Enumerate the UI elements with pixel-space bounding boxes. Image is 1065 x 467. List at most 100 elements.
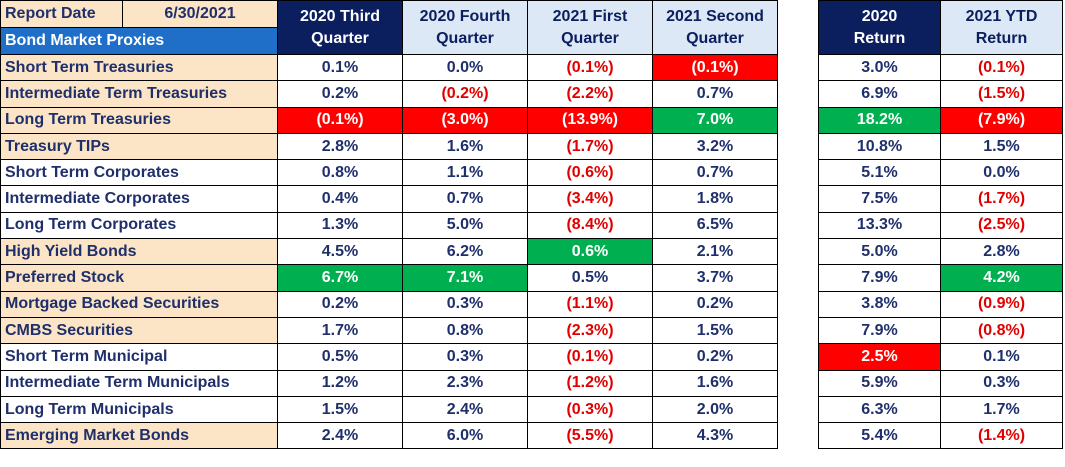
annual-return-cell: 5.0% (818, 238, 941, 266)
annual-return-cell: (1.7%) (940, 185, 1063, 213)
annual-return-cell: 6.3% (818, 395, 941, 424)
table-row: Intermediate Term Municipals 1.2% 2.3% (1.2… (0, 369, 778, 397)
quarter-value-cell: 4.5% (277, 238, 403, 266)
quarter-value-cell: (8.4%) (527, 211, 653, 240)
annual-return-cell: 7.5% (818, 185, 941, 213)
quarter-value-cell: 6.2% (402, 238, 528, 266)
quarter-value-cell: (1.2%) (527, 369, 653, 397)
quarter-value-cell: (0.6%) (527, 159, 653, 187)
annual-return-cell: 10.8% (818, 132, 941, 161)
table-row: 13.3% (2.5%) (818, 211, 1063, 240)
annual-return-cell: 0.1% (940, 343, 1063, 371)
annual-return-cell: 1.5% (940, 132, 1063, 161)
quarter-value-cell: 1.5% (277, 395, 403, 424)
quarter-value-cell: (0.1%) (652, 53, 778, 82)
quarter-value-cell: 1.1% (402, 159, 528, 187)
annual-return-cell: 3.8% (818, 290, 941, 318)
quarter-value-cell: 6.7% (277, 264, 403, 292)
annual-return-cell: (2.5%) (940, 211, 1063, 240)
quarter-value-cell: (0.1%) (527, 53, 653, 82)
quarter-value-cell: 2.3% (402, 369, 528, 397)
quarter-value-cell: 6.0% (402, 422, 528, 450)
quarter-value-cell: 0.3% (402, 343, 528, 371)
annual-return-cell: 2.8% (940, 238, 1063, 266)
report-date-value: 6/30/2021 (122, 0, 278, 28)
quarter-value-cell: 4.3% (652, 422, 778, 450)
quarter-value-cell: 0.2% (277, 290, 403, 318)
col-header-2020-return-line1: 2020 (818, 0, 941, 28)
annual-return-cell: 18.2% (818, 106, 941, 134)
table-row: 7.5% (1.7%) (818, 185, 1063, 213)
col-header-2020-return-line2: Return (818, 27, 941, 55)
table-row: 6.9% (1.5%) (818, 80, 1063, 108)
table-row: CMBS Securities 1.7% 0.8% (2.3%) 1.5% (0, 316, 778, 345)
annual-return-cell: 13.3% (818, 211, 941, 240)
table-row: 5.9% 0.3% (818, 369, 1063, 397)
table-row: Long Term Municipals 1.5% 2.4% (0.3%) 2.0% (0, 395, 778, 424)
table-row: Intermediate Term Treasuries 0.2% (0.2%) (2… (0, 80, 778, 108)
quarter-value-cell: 5.0% (402, 211, 528, 240)
quarter-value-cell: 0.2% (652, 343, 778, 371)
row-label: Emerging Market Bonds (0, 422, 278, 450)
col-header-q1-line1: 2020 Third (277, 0, 403, 28)
table-row: High Yield Bonds 4.5% 6.2% 0.6% 2.1% (0, 238, 778, 266)
quarter-value-cell: 0.7% (652, 159, 778, 187)
annual-return-cell: 0.0% (940, 159, 1063, 187)
col-header-q4-line2: Quarter (652, 27, 778, 55)
row-label: Short Term Treasuries (0, 53, 278, 82)
quarter-value-cell: 0.8% (402, 316, 528, 345)
return-header-row-top: 2020 2021 YTD (818, 0, 1063, 28)
annual-return-cell: 7.9% (818, 264, 941, 292)
quarter-value-cell: 2.4% (277, 422, 403, 450)
annual-return-cell: 0.3% (940, 369, 1063, 397)
row-label: Mortgage Backed Securities (0, 290, 278, 318)
table-row: 5.4% (1.4%) (818, 422, 1063, 450)
quarterly-returns-table: Report Date 6/30/2021 2020 Third 2020 Fo… (0, 0, 778, 450)
quarter-value-cell: 1.8% (652, 185, 778, 213)
row-label: CMBS Securities (0, 316, 278, 345)
quarter-value-cell: (0.3%) (527, 395, 653, 424)
row-label: Preferred Stock (0, 264, 278, 292)
report-date-label: Report Date (0, 0, 123, 28)
quarter-value-cell: (13.9%) (527, 106, 653, 134)
annual-return-cell: (0.8%) (940, 316, 1063, 345)
table-row: 3.0% (0.1%) (818, 53, 1063, 82)
quarter-value-cell: 1.7% (277, 316, 403, 345)
row-label: Short Term Municipal (0, 343, 278, 371)
quarter-value-cell: 1.2% (277, 369, 403, 397)
table-row: 7.9% 4.2% (818, 264, 1063, 292)
annual-return-cell: 5.4% (818, 422, 941, 450)
quarter-value-cell: 0.7% (402, 185, 528, 213)
table-row: 18.2% (7.9%) (818, 106, 1063, 134)
quarter-value-cell: (1.1%) (527, 290, 653, 318)
col-header-q4-line1: 2021 Second (652, 0, 778, 28)
quarter-value-cell: 1.3% (277, 211, 403, 240)
row-label: Intermediate Term Municipals (0, 369, 278, 397)
annual-return-cell: 7.9% (818, 316, 941, 345)
quarter-value-cell: (0.1%) (527, 343, 653, 371)
quarter-value-cell: 2.0% (652, 395, 778, 424)
quarter-value-cell: (2.3%) (527, 316, 653, 345)
quarter-value-cell: 0.2% (652, 290, 778, 318)
row-label: High Yield Bonds (0, 238, 278, 266)
table-row: Emerging Market Bonds 2.4% 6.0% (5.5%) 4.3% (0, 422, 778, 450)
table-row: Preferred Stock 6.7% 7.1% 0.5% 3.7% (0, 264, 778, 292)
quarter-value-cell: 7.0% (652, 106, 778, 134)
col-header-q2-line2: Quarter (402, 27, 528, 55)
quarter-value-cell: 0.0% (402, 53, 528, 82)
col-header-ytd-return-line1: 2021 YTD (940, 0, 1063, 28)
row-label: Long Term Municipals (0, 395, 278, 424)
table-row: Short Term Treasuries 0.1% 0.0% (0.1%) (0.1%… (0, 53, 778, 82)
col-header-q2-line1: 2020 Fourth (402, 0, 528, 28)
row-label: Intermediate Term Treasuries (0, 80, 278, 108)
quarter-value-cell: (3.4%) (527, 185, 653, 213)
col-header-q1-line2: Quarter (277, 27, 403, 55)
quarter-value-cell: (2.2%) (527, 80, 653, 108)
quarter-value-cell: 0.3% (402, 290, 528, 318)
quarter-value-cell: 0.6% (527, 238, 653, 266)
quarter-value-cell: 0.8% (277, 159, 403, 187)
col-header-q3-line2: Quarter (527, 27, 653, 55)
row-label: Short Term Corporates (0, 159, 278, 187)
table-row: Short Term Corporates 0.8% 1.1% (0.6%) 0.7% (0, 159, 778, 187)
quarter-value-cell: 2.8% (277, 132, 403, 161)
